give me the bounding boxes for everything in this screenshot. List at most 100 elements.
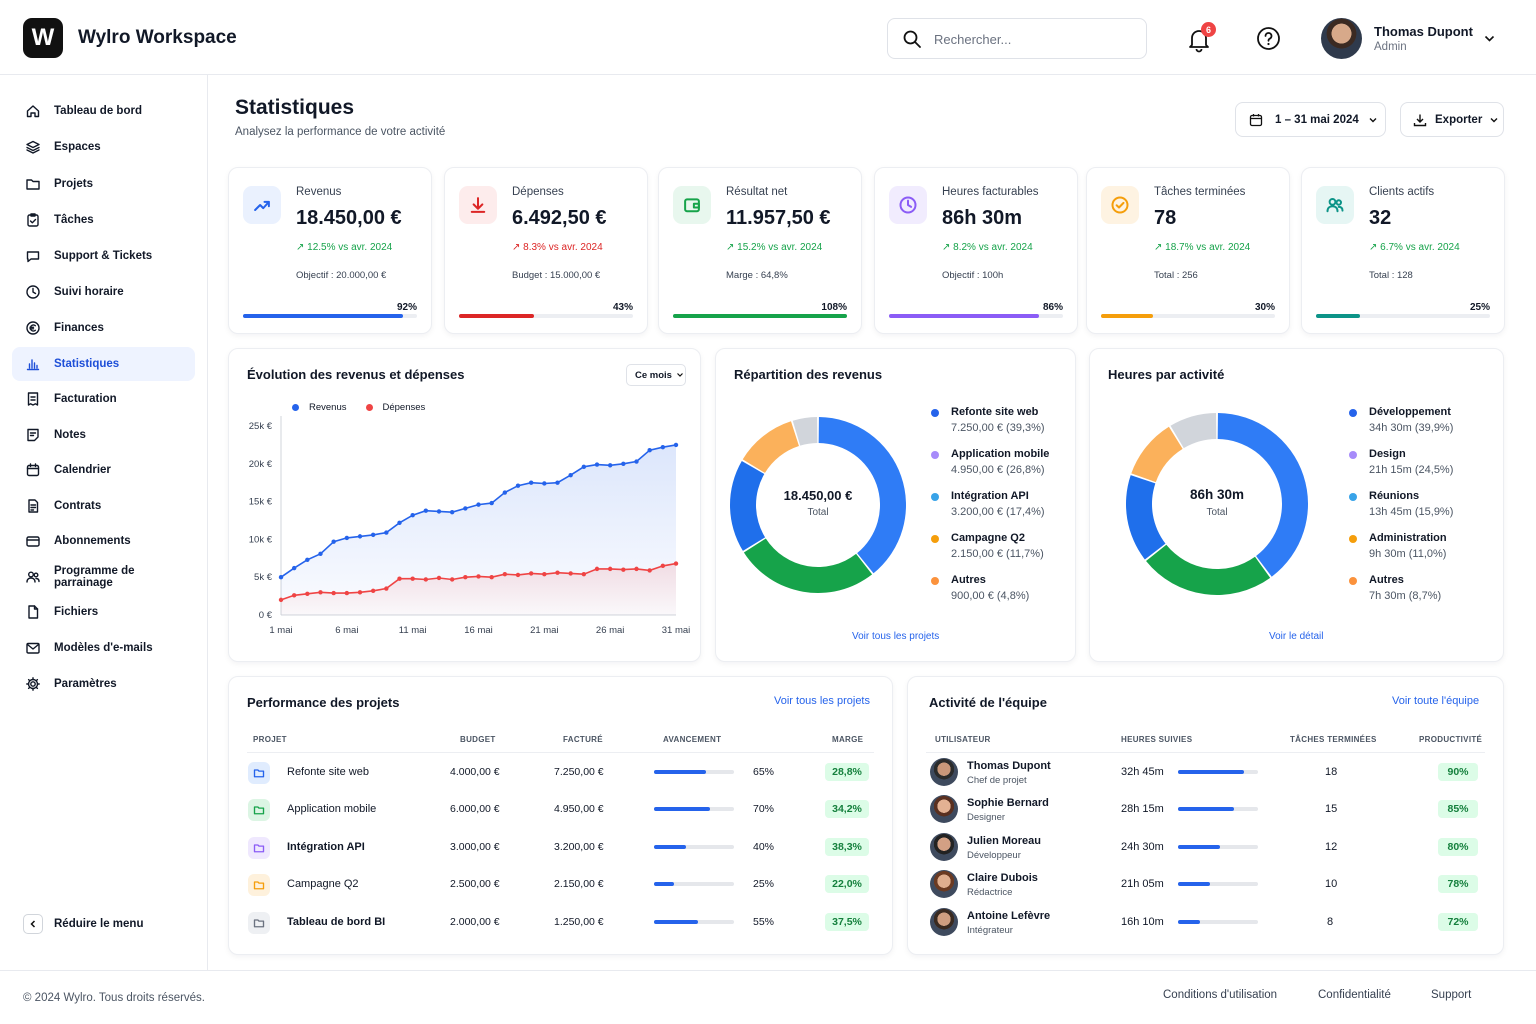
data-point[interactable] [318,590,323,595]
data-point[interactable] [357,590,363,595]
sidebar-item-6[interactable]: Finances [12,311,195,345]
donut-slice[interactable] [730,461,766,551]
data-point[interactable] [370,532,376,538]
export-button[interactable]: Exporter [1400,102,1504,137]
data-point[interactable] [305,557,310,563]
data-point[interactable] [489,575,494,580]
donut-slice[interactable] [1217,413,1308,577]
sidebar-item-3[interactable]: Tâches [12,203,195,237]
terms-link[interactable]: Conditions d'utilisation [1163,989,1278,1001]
data-point[interactable] [555,570,560,575]
projects-view-all-link[interactable]: Voir tous les projets [774,695,870,707]
sidebar-item-12[interactable]: Abonnements [12,524,195,558]
support-link[interactable]: Support [1431,989,1472,1001]
data-point[interactable] [660,444,666,450]
data-point[interactable] [542,481,547,486]
data-point[interactable] [647,447,652,453]
data-point[interactable] [384,530,389,535]
privacy-link[interactable]: Confidentialité [1318,989,1391,1001]
data-point[interactable] [581,571,587,577]
data-point[interactable] [278,575,284,580]
date-range-button[interactable]: 1 – 31 mai 2024 [1235,102,1386,137]
data-point[interactable] [449,509,455,515]
sidebar-item-13[interactable]: Programme de parrainage [12,560,195,594]
data-point[interactable] [436,575,442,581]
donut-slice[interactable] [1126,475,1166,560]
data-point[interactable] [621,461,626,466]
data-point[interactable] [673,442,679,448]
sidebar-item-1[interactable]: Espaces [12,130,195,164]
search-input[interactable] [934,29,1124,49]
data-point[interactable] [634,566,639,572]
donut-slice[interactable] [818,417,906,574]
data-point[interactable] [423,508,429,513]
data-point[interactable] [528,480,534,485]
data-point[interactable] [647,568,652,573]
data-point[interactable] [621,567,626,572]
data-point[interactable] [291,565,297,571]
app-logo[interactable]: W [23,18,63,58]
data-point[interactable] [476,502,481,507]
data-point[interactable] [489,500,494,506]
help-icon[interactable] [1256,26,1281,51]
donut-slice[interactable] [742,421,799,473]
data-point[interactable] [502,571,508,577]
data-point[interactable] [397,576,402,581]
donut-slice[interactable] [1170,413,1217,449]
data-point[interactable] [331,590,336,596]
data-point[interactable] [436,509,442,514]
donut-slice[interactable] [1146,544,1271,595]
view-detail-link[interactable]: Voir le détail [1269,631,1324,642]
view-all-projects-link[interactable]: Voir tous les projets [852,631,940,642]
sidebar-item-9[interactable]: Notes [12,418,195,452]
data-point[interactable] [476,574,481,579]
data-point[interactable] [278,597,284,603]
data-point[interactable] [291,593,297,598]
sidebar-item-7[interactable]: Statistiques [12,347,195,381]
sidebar-item-14[interactable]: Fichiers [12,595,195,629]
data-point[interactable] [305,591,310,597]
sidebar-item-0[interactable]: Tableau de bord [12,94,195,128]
data-point[interactable] [542,571,547,577]
data-point[interactable] [607,566,613,572]
period-select[interactable]: Ce mois [626,364,686,386]
sidebar-item-10[interactable]: Calendrier [12,453,195,487]
team-view-all-link[interactable]: Voir toute l'équipe [1392,695,1480,707]
sidebar-item-4[interactable]: Support & Tickets [12,239,195,273]
data-point[interactable] [344,535,350,541]
data-point[interactable] [568,472,573,478]
data-point[interactable] [463,506,468,511]
data-point[interactable] [449,577,455,582]
data-point[interactable] [423,577,429,582]
donut-slice[interactable] [792,417,818,446]
chevron-down-icon[interactable] [1483,32,1496,45]
data-point[interactable] [384,586,389,591]
data-point[interactable] [555,480,560,485]
data-point[interactable] [410,576,415,581]
data-point[interactable] [410,513,415,518]
sidebar-item-16[interactable]: Paramètres [12,667,195,701]
data-point[interactable] [331,539,336,544]
collapse-menu-button[interactable]: Réduire le menu [23,914,143,934]
data-point[interactable] [528,571,534,576]
data-point[interactable] [581,464,587,470]
data-point[interactable] [594,566,600,572]
donut-slice[interactable] [743,538,873,593]
data-point[interactable] [673,561,679,566]
user-avatar[interactable] [1321,18,1362,59]
data-point[interactable] [502,490,508,495]
data-point[interactable] [463,575,468,580]
data-point[interactable] [594,462,600,467]
search-box[interactable] [887,18,1147,59]
sidebar-item-11[interactable]: Contrats [12,489,195,523]
data-point[interactable] [607,463,613,468]
sidebar-item-15[interactable]: Modèles d'e-mails [12,631,195,665]
sidebar-item-8[interactable]: Facturation [12,382,195,416]
data-point[interactable] [568,571,573,576]
data-point[interactable] [515,572,521,578]
data-point[interactable] [634,459,639,464]
donut-slice[interactable] [1131,426,1183,483]
data-point[interactable] [370,588,376,594]
data-point[interactable] [660,563,666,569]
data-point[interactable] [515,483,521,488]
